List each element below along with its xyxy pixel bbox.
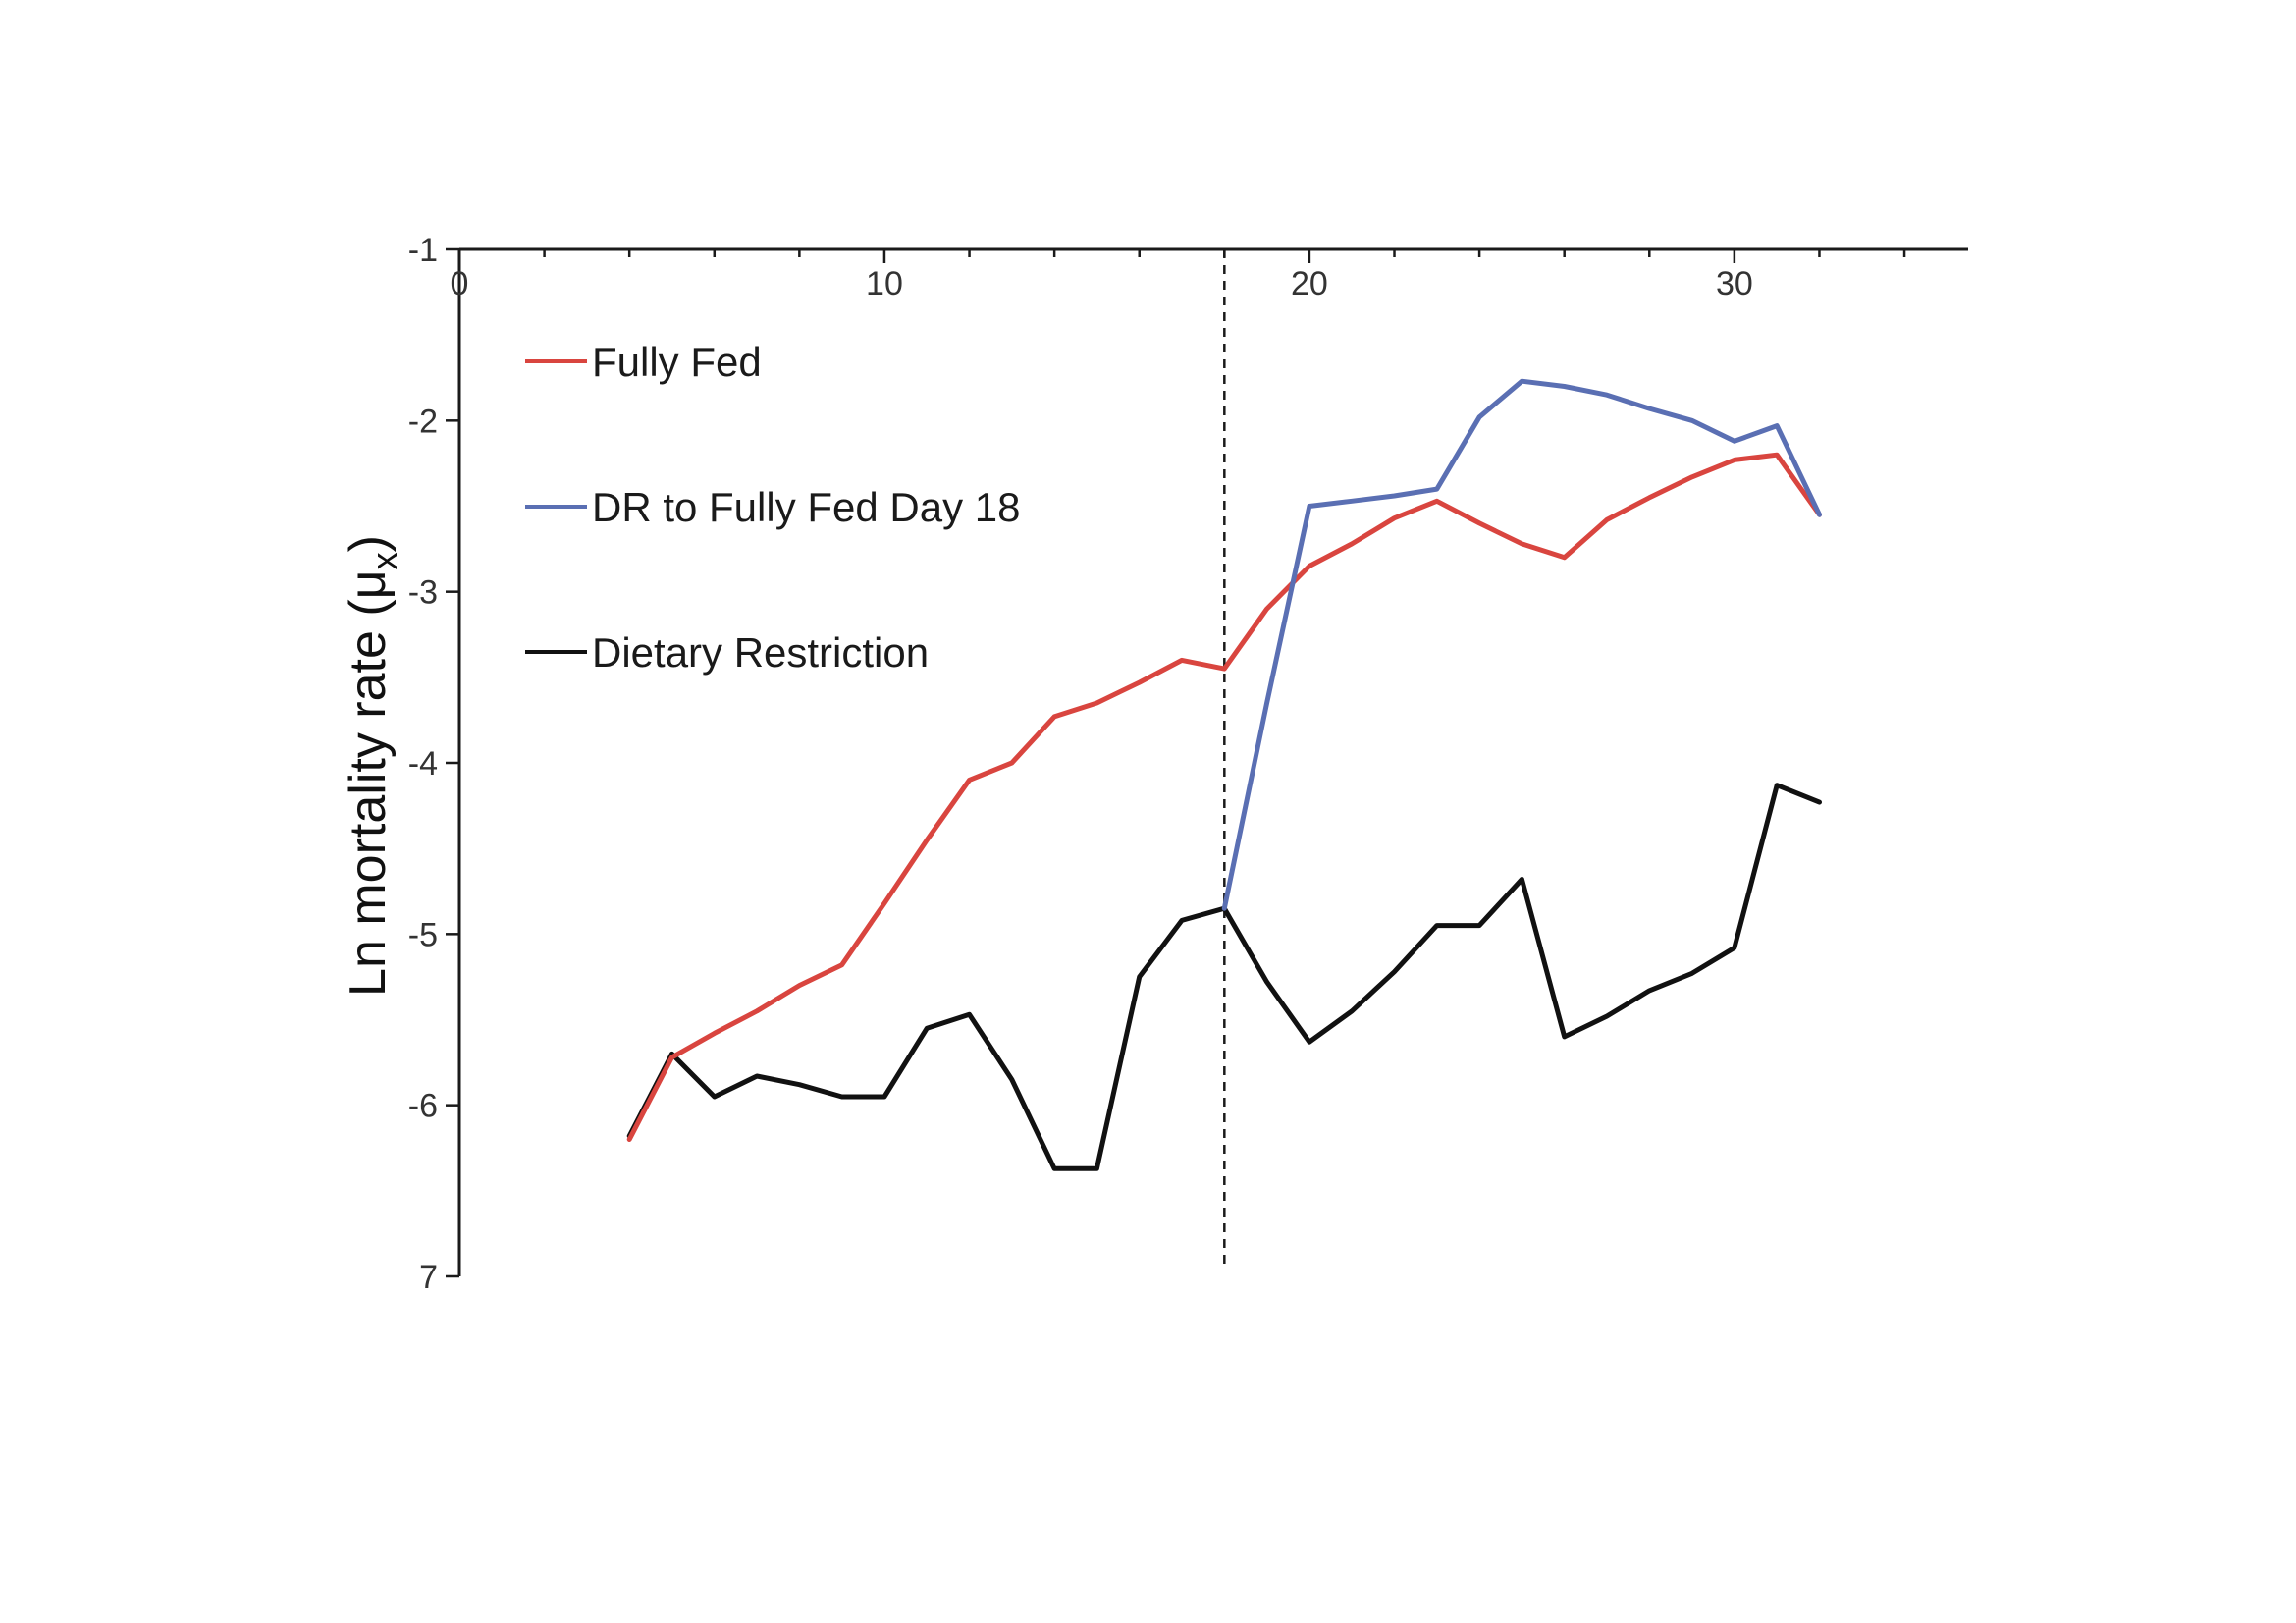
axes xyxy=(457,247,1968,1276)
legend: Fully Fed DR to Fully Fed Day 18 Dietary R… xyxy=(525,339,1021,676)
y-axis-label-main: Ln mortality rate (μ xyxy=(340,569,397,997)
y-tick-label: -3 xyxy=(408,574,438,612)
series-layer xyxy=(626,378,1822,1171)
x-tick-label: 10 xyxy=(866,265,903,302)
y-axis-label-close: ) xyxy=(340,535,397,552)
y-tick-label: -6 xyxy=(408,1088,438,1125)
series-line-dr-to-fully-fed-day-18 xyxy=(1221,378,1822,911)
legend-label-dr-to-fully-fed-day-18: DR to Fully Fed Day 18 xyxy=(592,484,1021,530)
x-tick-label: 0 xyxy=(451,265,469,302)
x-ticks: 0 10 20 30 xyxy=(451,249,1906,302)
x-tick-label: 20 xyxy=(1291,265,1328,302)
y-tick-label: 7 xyxy=(419,1259,438,1296)
series-line-fully-fed xyxy=(626,452,1822,1142)
y-tick-label: -5 xyxy=(408,916,438,953)
y-tick-label: -4 xyxy=(408,745,438,783)
y-tick-label: -1 xyxy=(408,232,438,269)
legend-label-fully-fed: Fully Fed xyxy=(592,339,762,385)
x-tick-label: 30 xyxy=(1716,265,1753,302)
y-axis-label: Ln mortality rate (μx) xyxy=(340,535,404,997)
y-tick-label: -2 xyxy=(408,403,438,440)
y-ticks: -1 -2 -3 -4 -5 -6 7 xyxy=(408,232,459,1296)
y-axis-label-subscript: x xyxy=(364,552,404,569)
legend-label-dietary-restriction: Dietary Restriction xyxy=(592,629,929,676)
